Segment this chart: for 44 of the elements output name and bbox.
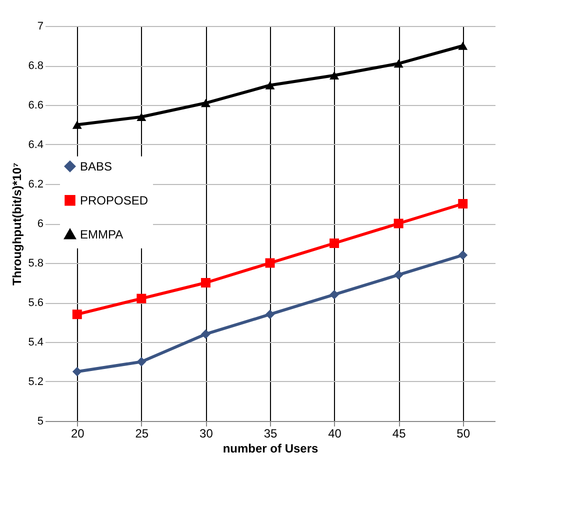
x-tick-label: 45	[392, 426, 406, 440]
y-tick-label: 6.4	[28, 139, 44, 151]
x-tick-label: 25	[135, 426, 149, 440]
point	[200, 329, 210, 339]
point	[72, 310, 82, 320]
point	[330, 71, 340, 80]
y-tick-label: 6	[37, 218, 44, 230]
point	[265, 310, 275, 320]
y-tick-label: 6.2	[28, 178, 44, 190]
point	[458, 42, 468, 50]
point	[136, 112, 146, 121]
legend-label: PROPOSED	[80, 193, 148, 208]
point	[72, 120, 82, 129]
point	[394, 218, 404, 228]
y-tick-label: 5.6	[28, 297, 44, 309]
y-tick-label: 6.6	[28, 100, 44, 112]
y-tick-label: 7	[37, 20, 44, 32]
point	[72, 366, 82, 376]
point	[458, 250, 468, 260]
x-tick-label: 50	[456, 426, 470, 440]
y-tick-label: 5	[37, 416, 44, 428]
y-tick-label: 5.4	[28, 336, 44, 348]
point	[265, 81, 275, 90]
point	[200, 98, 210, 108]
point	[394, 270, 404, 280]
y-tick-label: 6.8	[28, 60, 44, 72]
x-tick-label: 20	[70, 426, 85, 440]
point	[136, 357, 146, 366]
point	[136, 294, 146, 304]
point	[458, 199, 468, 208]
y-tick-label: 5.8	[28, 258, 44, 270]
x-axis-title: number of Users	[222, 442, 318, 456]
point	[394, 59, 404, 68]
point	[330, 238, 340, 248]
y-axis-title: Throughput(bit/s)*10⁷	[10, 162, 24, 286]
x-tick-label: 40	[328, 426, 342, 440]
x-tick-label: 35	[264, 426, 278, 440]
point	[200, 278, 210, 288]
x-tick-label: 30	[200, 426, 214, 440]
legend-label: EMMPA	[80, 227, 124, 242]
point	[265, 258, 275, 268]
point	[330, 290, 340, 300]
y-tick-label: 5.2	[28, 376, 44, 388]
legend-label: BABS	[80, 159, 112, 174]
